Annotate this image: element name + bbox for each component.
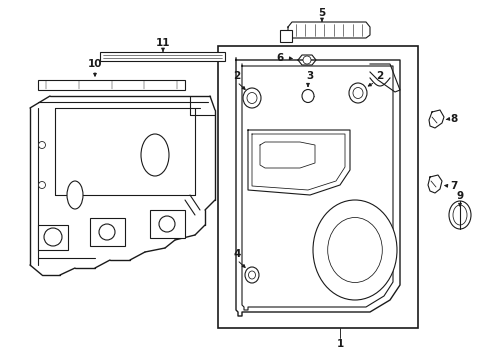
Ellipse shape: [303, 56, 310, 64]
Text: 3: 3: [306, 71, 313, 81]
Text: 4: 4: [233, 249, 240, 259]
Bar: [38, 80, 184, 90]
Text: 7: 7: [449, 181, 457, 191]
Ellipse shape: [39, 141, 45, 149]
Ellipse shape: [243, 88, 261, 108]
Ellipse shape: [159, 216, 175, 232]
Ellipse shape: [39, 181, 45, 189]
Text: 10: 10: [87, 59, 102, 69]
Ellipse shape: [327, 217, 382, 283]
Ellipse shape: [452, 205, 466, 225]
Text: 2: 2: [233, 71, 240, 81]
Text: 1: 1: [336, 339, 343, 349]
Text: 9: 9: [455, 191, 463, 201]
Text: 11: 11: [156, 38, 170, 48]
Text: 2: 2: [376, 71, 383, 81]
Bar: [218, 46, 417, 328]
Ellipse shape: [141, 134, 169, 176]
Bar: [280, 30, 291, 42]
Text: 8: 8: [449, 114, 457, 124]
Ellipse shape: [302, 90, 313, 103]
Ellipse shape: [248, 271, 255, 279]
Ellipse shape: [99, 224, 115, 240]
Bar: [38, 225, 68, 250]
Ellipse shape: [348, 83, 366, 103]
Bar: [90, 218, 125, 246]
Bar: [150, 210, 184, 238]
Text: 5: 5: [318, 8, 325, 18]
Ellipse shape: [244, 267, 259, 283]
Ellipse shape: [246, 93, 257, 104]
Ellipse shape: [448, 201, 470, 229]
Ellipse shape: [312, 200, 396, 300]
Bar: [100, 52, 224, 61]
Ellipse shape: [44, 228, 62, 246]
Ellipse shape: [67, 181, 83, 209]
Text: 6: 6: [276, 53, 283, 63]
Ellipse shape: [352, 87, 362, 99]
